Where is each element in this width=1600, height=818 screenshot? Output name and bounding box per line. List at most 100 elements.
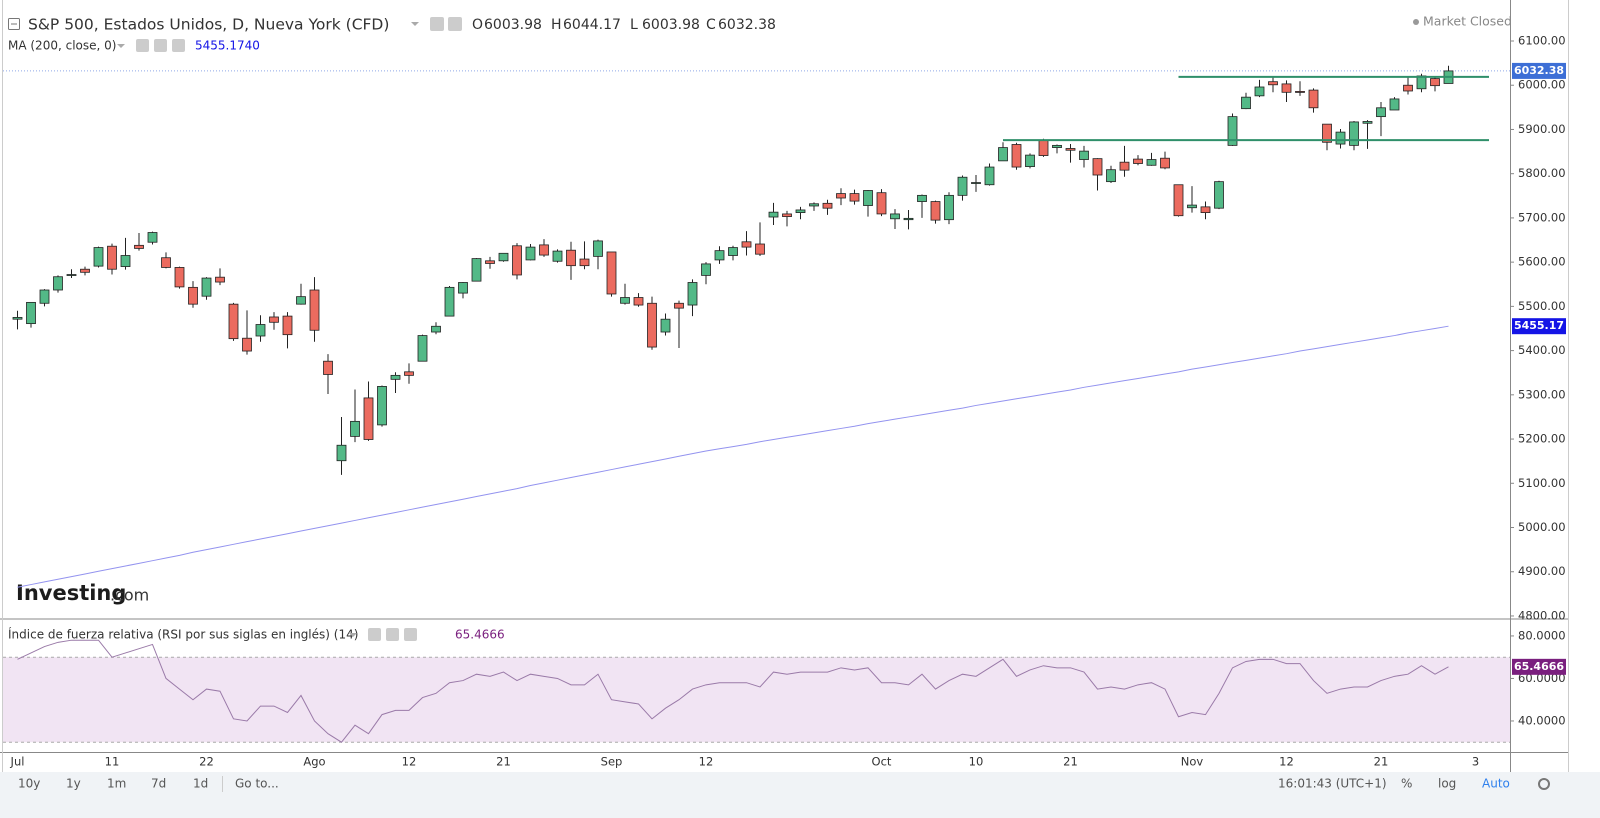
rsi-band: [3, 657, 1510, 743]
candle-body: [755, 243, 765, 255]
rsi-line: [17, 639, 1449, 743]
candle-body: [201, 277, 212, 297]
y-tick-label: 5400.00: [1518, 343, 1566, 357]
settings-icon[interactable]: [154, 39, 167, 52]
candle-body: [66, 274, 77, 276]
log-button[interactable]: log: [1438, 777, 1456, 791]
candle-body: [377, 386, 387, 426]
ma-value: 5455.1740: [195, 39, 260, 53]
candle-body: [1376, 107, 1386, 118]
watermark-suffix: .com: [110, 586, 149, 605]
ohlc-letter: C: [706, 17, 716, 33]
candle-body: [1079, 150, 1089, 160]
candle-body: [984, 166, 995, 186]
plot: 4800.00 4900.00 5000.00 5100.00 5200.00 5300.…: [3, 33, 1566, 769]
candle-body: [1146, 159, 1157, 166]
market-status: Market Closed: [1423, 14, 1512, 29]
y-tick-label: 80.0000: [1518, 628, 1566, 642]
ma-legend: MA (200, close, 0): [8, 39, 116, 53]
dropdown-arrow[interactable]: [349, 633, 357, 637]
x-tick-label: Jul: [10, 755, 25, 769]
candle-body: [552, 250, 563, 262]
candle-body: [215, 276, 225, 283]
settings-icon[interactable]: [386, 628, 399, 641]
candle-body: [620, 297, 630, 304]
eye-icon[interactable]: [136, 39, 149, 52]
rsi-tag: 65.4666: [1514, 660, 1564, 673]
candle-body: [1065, 148, 1076, 151]
candle-body: [917, 194, 927, 202]
x-tick-label: 12: [699, 755, 714, 769]
range-button[interactable]: 1m: [107, 777, 126, 791]
eye-icon[interactable]: [368, 628, 381, 641]
y-tick-label: 6100.00: [1518, 33, 1566, 47]
rsi-tag-bg: [1512, 658, 1566, 675]
goto-button[interactable]: Go to...: [235, 777, 279, 791]
x-tick-label: 12: [1279, 755, 1294, 769]
settings-icon[interactable]: [448, 17, 462, 31]
remove-icon[interactable]: [404, 628, 417, 641]
candle-body: [1025, 154, 1035, 168]
candle-body: [188, 286, 198, 305]
candle-body: [431, 325, 441, 333]
candle-body: [93, 247, 104, 267]
candle-body: [161, 257, 171, 268]
candle-body: [471, 258, 482, 282]
candle-body: [525, 246, 536, 261]
candle-body: [944, 194, 954, 221]
x-tick-label: Ago: [303, 755, 325, 769]
candle-body: [147, 232, 158, 243]
candle-body: [579, 258, 590, 267]
x-tick-label: 10: [969, 755, 984, 769]
candle-body: [593, 240, 603, 257]
candle-body: [174, 267, 185, 288]
candle-body: [1389, 98, 1400, 111]
candle-body: [714, 250, 725, 261]
candle-body: [12, 317, 23, 320]
candle-body: [1362, 121, 1373, 124]
candle-body: [1254, 86, 1265, 97]
rsi-legend: Índice de fuerza relativa (RSI por sus s…: [8, 627, 358, 642]
dropdown-arrow[interactable]: [411, 22, 419, 26]
percent-button[interactable]: %: [1401, 777, 1412, 791]
range-button[interactable]: 7d: [151, 777, 166, 791]
range-button[interactable]: 1d: [193, 777, 208, 791]
candle-body: [39, 289, 50, 304]
range-button[interactable]: 1y: [66, 777, 81, 791]
candle-body: [1322, 123, 1332, 143]
y-tick-label: 5500.00: [1518, 299, 1566, 313]
candle-body: [606, 251, 617, 295]
candle-body: [390, 374, 401, 380]
candle-body: [633, 297, 644, 306]
x-tick-label: 3: [1472, 755, 1479, 769]
remove-icon[interactable]: [172, 39, 185, 52]
candle-body: [417, 335, 428, 362]
dropdown-arrow[interactable]: [117, 44, 125, 48]
candle-body: [1430, 78, 1440, 87]
eye-icon[interactable]: [430, 17, 444, 31]
chart-title: S&P 500, Estados Unidos, D, Nueva York (…: [28, 16, 389, 34]
ma-tag: 5455.17: [1514, 319, 1564, 332]
candle-body: [741, 241, 752, 248]
range-button[interactable]: 10y: [18, 777, 40, 791]
candle-body: [1295, 91, 1305, 93]
candle-body: [1092, 158, 1103, 176]
candle-body: [269, 316, 279, 323]
y-tick-label: 5000.00: [1518, 520, 1566, 534]
candle-body: [1214, 181, 1224, 209]
ohlc-value: 6003.98: [484, 17, 542, 33]
y-tick-label: 5700.00: [1518, 210, 1566, 224]
x-tick-label: 11: [105, 755, 120, 769]
candle-body: [336, 444, 347, 462]
y-tick-label: 5200.00: [1518, 432, 1566, 446]
collapse-icon[interactable]: [8, 18, 20, 30]
candle-body: [1335, 131, 1346, 145]
ohlc-value: 6044.17: [563, 17, 621, 33]
settings-gear[interactable]: [1538, 778, 1550, 790]
candle-body: [795, 209, 806, 214]
candle-body: [512, 245, 522, 276]
candle-body: [768, 211, 779, 218]
auto-button[interactable]: Auto: [1482, 777, 1510, 791]
candle-body: [1133, 158, 1143, 164]
